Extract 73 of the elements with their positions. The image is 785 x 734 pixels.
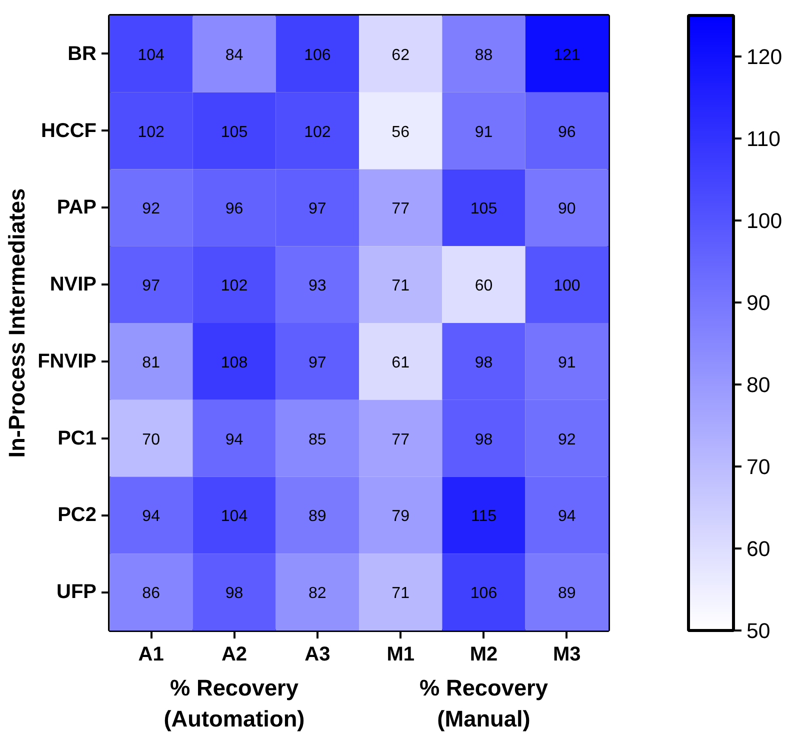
text: % Recovery (Automation) <box>164 674 305 732</box>
data-label: 92 <box>142 200 160 218</box>
x-tick-label: A2 <box>221 644 248 666</box>
data-label: 105 <box>470 200 498 218</box>
data-label: 115 <box>470 508 497 526</box>
data-label: 108 <box>220 354 248 372</box>
y-tick-label: UFP <box>56 581 96 604</box>
data-label: 84 <box>225 46 244 64</box>
color-bar-label: 70 <box>746 455 770 479</box>
data-label: 100 <box>554 278 580 295</box>
data-label: 81 <box>142 354 160 372</box>
data-label: 77 <box>392 200 410 218</box>
data-label: 106 <box>304 46 331 64</box>
data-label: 104 <box>220 508 248 526</box>
data-label: 62 <box>392 46 410 64</box>
data-label: 102 <box>220 278 248 295</box>
data-label: 98 <box>225 585 244 602</box>
data-label: 92 <box>558 431 576 448</box>
data-label: 121 <box>554 46 580 64</box>
data-label: 97 <box>308 200 326 218</box>
data-label: 97 <box>142 278 160 295</box>
x-tick-label: M1 <box>386 644 414 666</box>
text: % Recovery (Manual) <box>420 674 548 732</box>
color-bar-label: 110 <box>746 127 781 151</box>
data-label: 89 <box>308 508 326 526</box>
data-label: 86 <box>142 585 160 602</box>
data-label: 79 <box>392 508 410 526</box>
color-bar-label: 80 <box>746 373 770 397</box>
data-label: 105 <box>220 124 248 141</box>
data-label: 77 <box>392 431 410 448</box>
data-label: 70 <box>142 431 160 448</box>
data-label: 98 <box>474 354 493 372</box>
data-label: 97 <box>308 354 326 372</box>
x-tick-label: A1 <box>138 644 164 666</box>
data-label: 98 <box>474 431 493 448</box>
data-label: 89 <box>558 585 576 602</box>
data-label: 60 <box>474 278 493 295</box>
y-axis-title: In-Process Intermediates <box>4 188 30 458</box>
data-label: 71 <box>392 585 410 602</box>
y-tick-label: PC2 <box>58 504 96 526</box>
data-label: 102 <box>304 124 331 141</box>
data-label: 94 <box>142 508 160 526</box>
x-tick-label: A3 <box>304 644 330 666</box>
data-label: 56 <box>392 124 410 141</box>
data-label: 82 <box>308 585 326 602</box>
data-label: 102 <box>138 124 165 141</box>
data-label: 91 <box>558 354 576 372</box>
data-label: 96 <box>558 124 576 141</box>
data-label: 96 <box>225 200 244 218</box>
data-label: 104 <box>138 46 165 64</box>
data-label: 61 <box>392 354 410 372</box>
color-bar-label: 60 <box>746 537 770 561</box>
color-bar-label: 120 <box>746 45 782 69</box>
data-label: 71 <box>392 278 410 295</box>
y-tick-label: PC1 <box>58 427 96 450</box>
y-tick-label: HCCF <box>40 120 96 142</box>
y-tick-label: FNVIP <box>38 350 97 372</box>
data-label: 91 <box>474 124 493 141</box>
y-tick-label: NVIP <box>50 274 97 296</box>
data-label: 94 <box>225 431 244 448</box>
color-bar-label: 50 <box>746 619 770 643</box>
x-tick-label: M3 <box>553 644 581 666</box>
data-label: 94 <box>558 508 576 526</box>
data-label: 106 <box>470 585 498 602</box>
y-tick-label: BR <box>68 42 98 65</box>
data-label: 85 <box>308 431 326 448</box>
data-label: 88 <box>474 46 493 64</box>
x-tick-label: M2 <box>470 644 498 666</box>
data-label: 90 <box>558 200 576 218</box>
y-tick-label: PAP <box>56 196 96 219</box>
color-bar-label: 90 <box>746 291 770 315</box>
color-bar-label: 100 <box>746 209 782 233</box>
data-label: 93 <box>308 278 326 295</box>
